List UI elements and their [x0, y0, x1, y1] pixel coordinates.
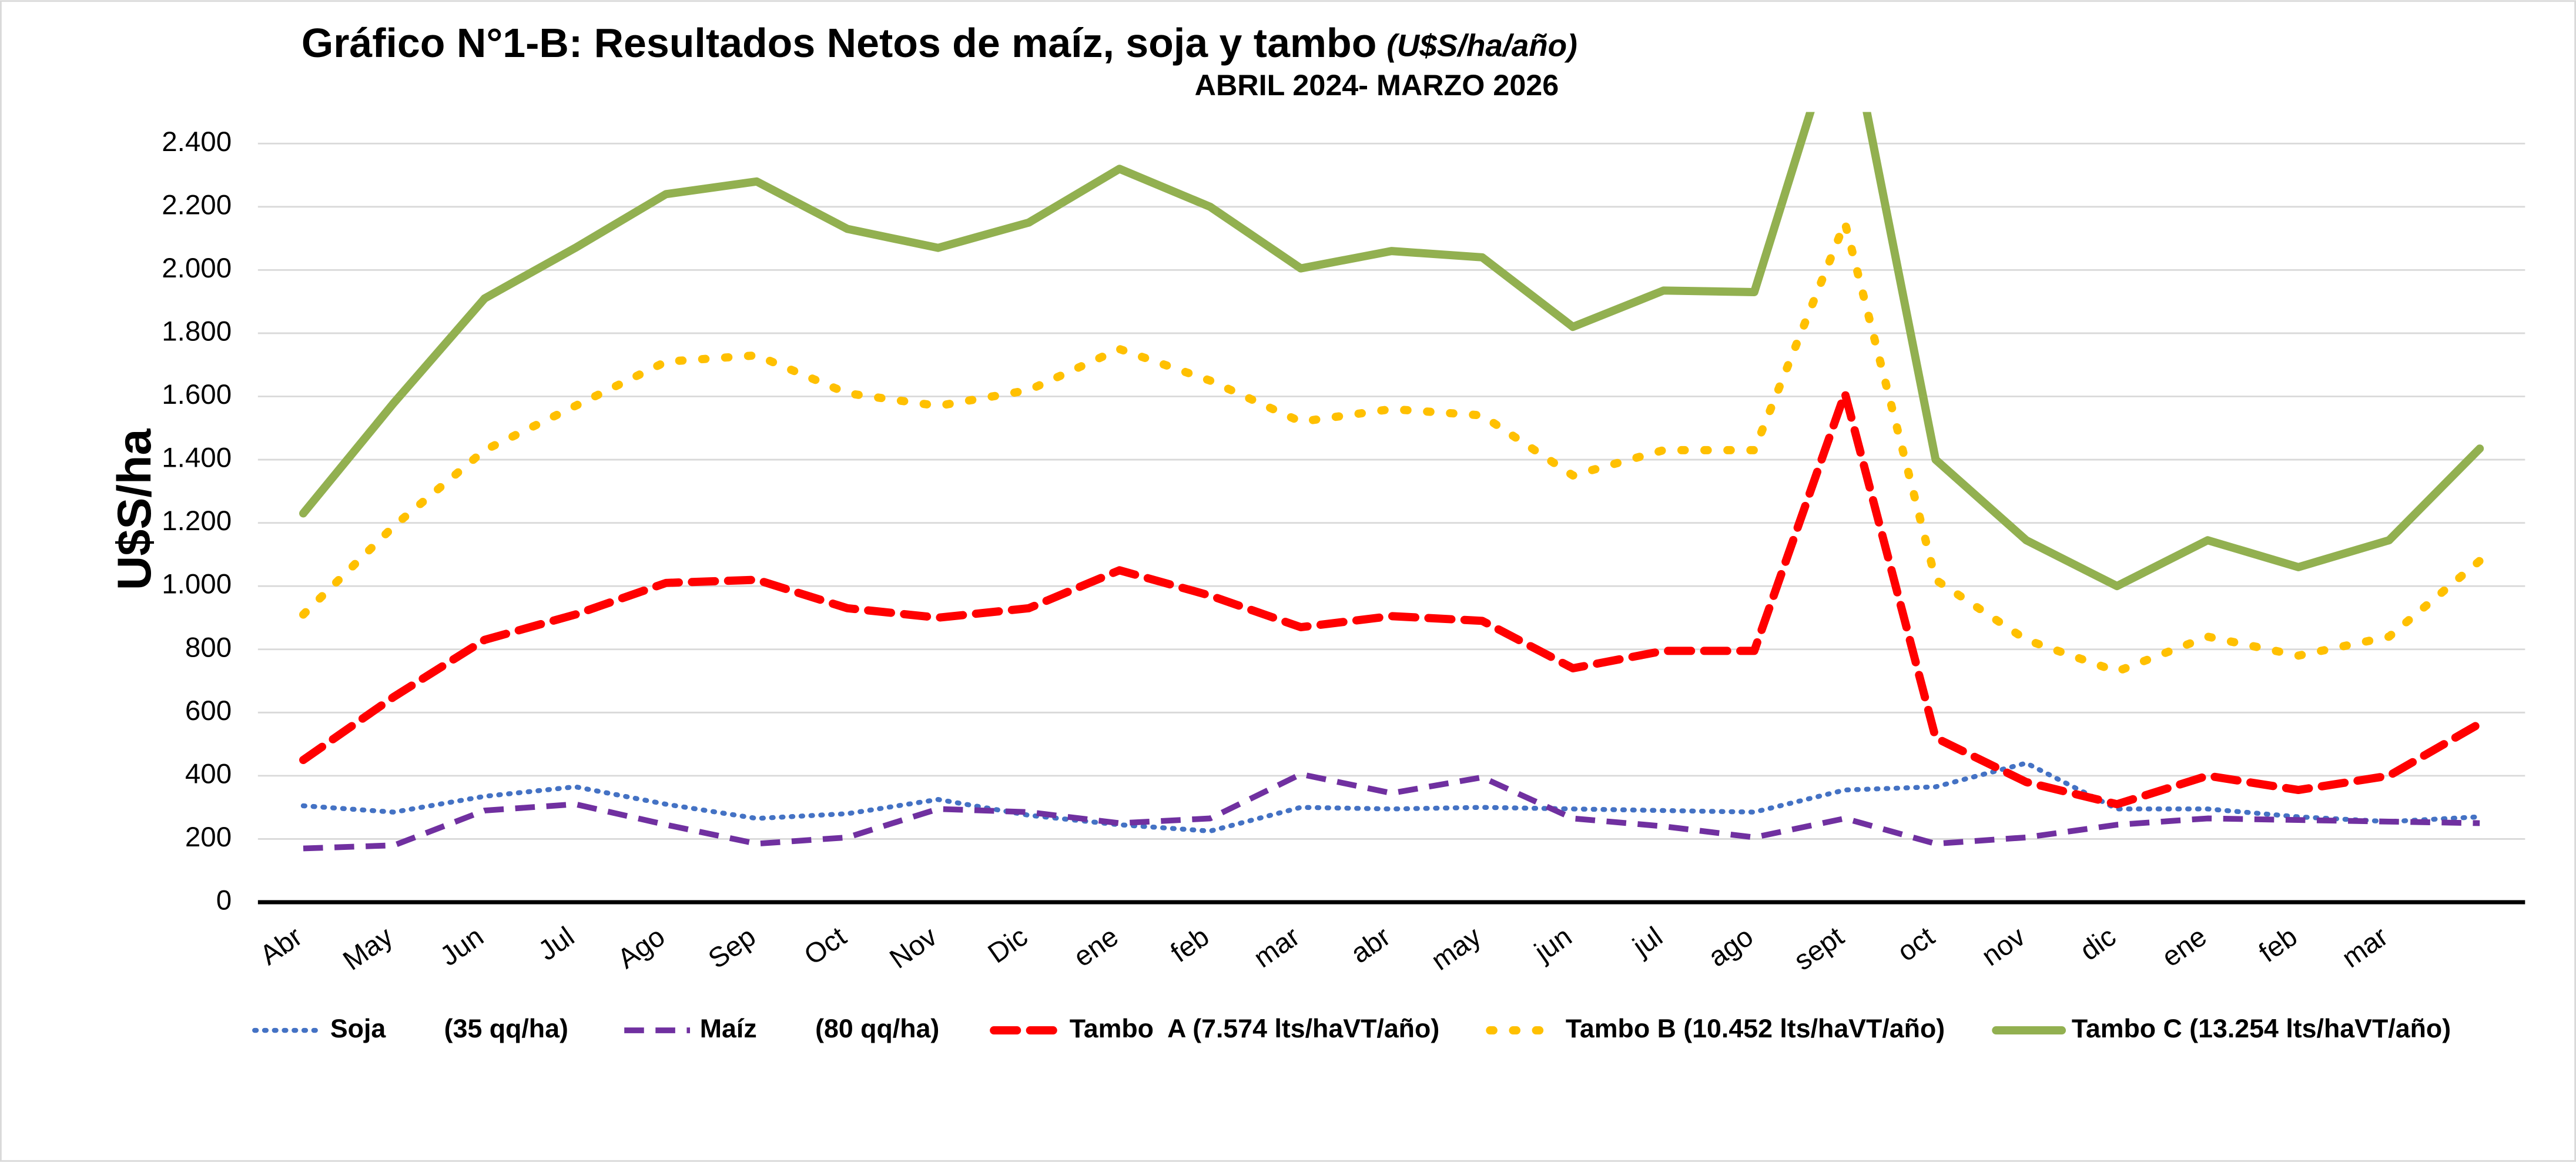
y-tick-label: 1.000	[162, 569, 232, 600]
y-tick-label: 400	[185, 758, 232, 789]
legend-label: Tambo A (7.574 lts/haVT/año)	[1070, 1014, 1439, 1043]
y-tick-label: 800	[185, 632, 232, 663]
legend-label: Tambo B (10.452 lts/haVT/año)	[1566, 1014, 1945, 1043]
plot-area	[299, 112, 2484, 852]
y-tick-label: 1.800	[162, 316, 232, 347]
series-line	[299, 389, 2484, 809]
y-tick-label: 200	[185, 822, 232, 853]
legend-label: Tambo C (13.254 lts/haVT/año)	[2072, 1014, 2451, 1043]
y-tick-label: 1.200	[162, 505, 232, 537]
y-tick-label: 2.000	[162, 253, 232, 284]
y-axis-label: U$S/ha	[108, 428, 161, 591]
y-tick-label: 600	[185, 695, 232, 726]
y-tick-label: 1.600	[162, 379, 232, 410]
y-tick-label: 0	[216, 885, 232, 916]
title-unit: (U$S/ha/año)	[1386, 28, 1577, 63]
chart-subtitle: ABRIL 2024- MARZO 2026	[1195, 68, 1559, 102]
series-line	[300, 761, 2483, 834]
y-tick-label: 2.400	[162, 126, 232, 158]
legend-label: Maíz (80 qq/ha)	[700, 1014, 940, 1043]
y-tick-label: 1.400	[162, 443, 232, 474]
chart-title: Gráfico N°1-B: Resultados Netos de maíz,…	[302, 20, 1377, 66]
legend-label: Soja (35 qq/ha)	[330, 1014, 568, 1043]
series-line	[299, 112, 2484, 591]
series-line	[303, 771, 2480, 852]
y-tick-label: 2.200	[162, 189, 232, 220]
